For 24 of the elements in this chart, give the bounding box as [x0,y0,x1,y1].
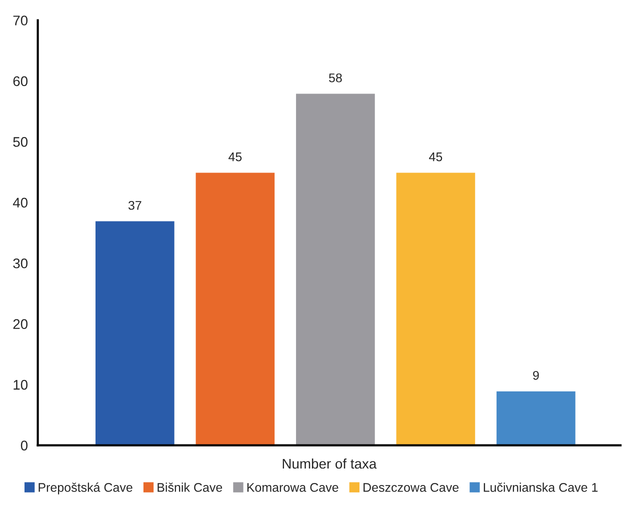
y-tick-label: 30 [13,258,28,268]
y-tick-label: 70 [13,16,28,26]
bar [194,171,276,446]
y-tick-label: 0 [20,440,28,450]
legend-label: Prepoštská Cave [38,482,132,494]
data-label: 58 [328,73,342,82]
y-tick-label: 40 [12,198,28,208]
y-tick-label: 10 [14,380,28,390]
bar [394,171,476,446]
y-tick-label: 20 [13,319,28,330]
data-label: 45 [429,152,442,162]
data-label: 9 [533,370,539,380]
y-tick-label: 50 [13,137,28,147]
y-tick-label: 60 [13,76,28,86]
bar [495,390,577,446]
x-axis-title: Number of taxa [282,458,377,469]
data-label: 45 [228,152,242,162]
legend-label: Deszczowa Cave [364,483,459,492]
legend-label: Bišnik Cave [158,482,222,492]
bar [294,92,376,446]
legend-label: Komarowa Cave [247,483,338,492]
data-label: 37 [128,200,142,210]
legend-label: Lučivnianska Cave 1 [484,482,598,492]
bar [94,220,176,446]
